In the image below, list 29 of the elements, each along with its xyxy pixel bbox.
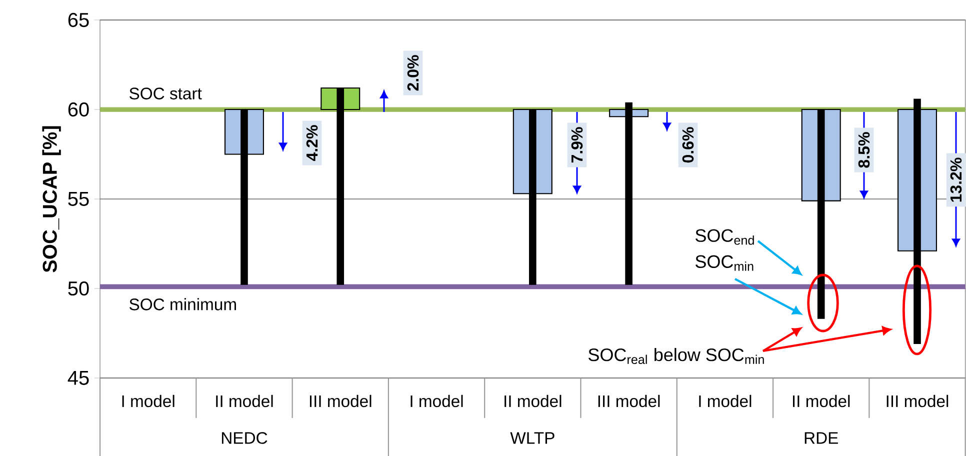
x-tick-label: II model bbox=[793, 394, 850, 408]
x-tick-label: II model bbox=[216, 394, 273, 408]
x-tick-label: II model bbox=[504, 394, 562, 408]
y-tick-label: 65 bbox=[68, 12, 89, 28]
y-tick-label: 60 bbox=[68, 102, 89, 117]
x-tick-label: III model bbox=[886, 394, 948, 408]
y-axis-title: SOC_UCAP [%] bbox=[42, 126, 61, 272]
annotation: 8.5% bbox=[858, 132, 870, 168]
y-tick-label: 45 bbox=[68, 371, 89, 385]
text: NEDC bbox=[222, 432, 268, 444]
text: WLTP bbox=[510, 432, 554, 444]
annotation: 13.2% bbox=[950, 158, 962, 202]
x-tick-label: I model bbox=[699, 394, 752, 408]
annotation: 2.0% bbox=[407, 55, 419, 91]
annotation: 7.9% bbox=[571, 127, 583, 163]
ref-line-label: SOC minimum bbox=[130, 298, 236, 310]
x-tick-label: III model bbox=[598, 394, 660, 408]
x-tick-label: III model bbox=[310, 394, 372, 408]
x-tick-label: I model bbox=[410, 394, 463, 408]
y-tick-label: 50 bbox=[68, 281, 89, 296]
x-tick-label: I model bbox=[122, 394, 174, 408]
annotation: 0.6% bbox=[682, 127, 694, 163]
annotation: SOC$_{real}$ below SOC$_{min}$ bbox=[588, 348, 764, 364]
text: RDE bbox=[804, 432, 838, 444]
ref-line-label: SOC start bbox=[130, 88, 202, 100]
y-tick-label: 55 bbox=[68, 192, 89, 206]
annotation: 4.2% bbox=[306, 125, 318, 161]
annotation: SOC$_{end}$ bbox=[696, 229, 754, 245]
annotation: SOC$_{min}$ bbox=[696, 255, 754, 271]
